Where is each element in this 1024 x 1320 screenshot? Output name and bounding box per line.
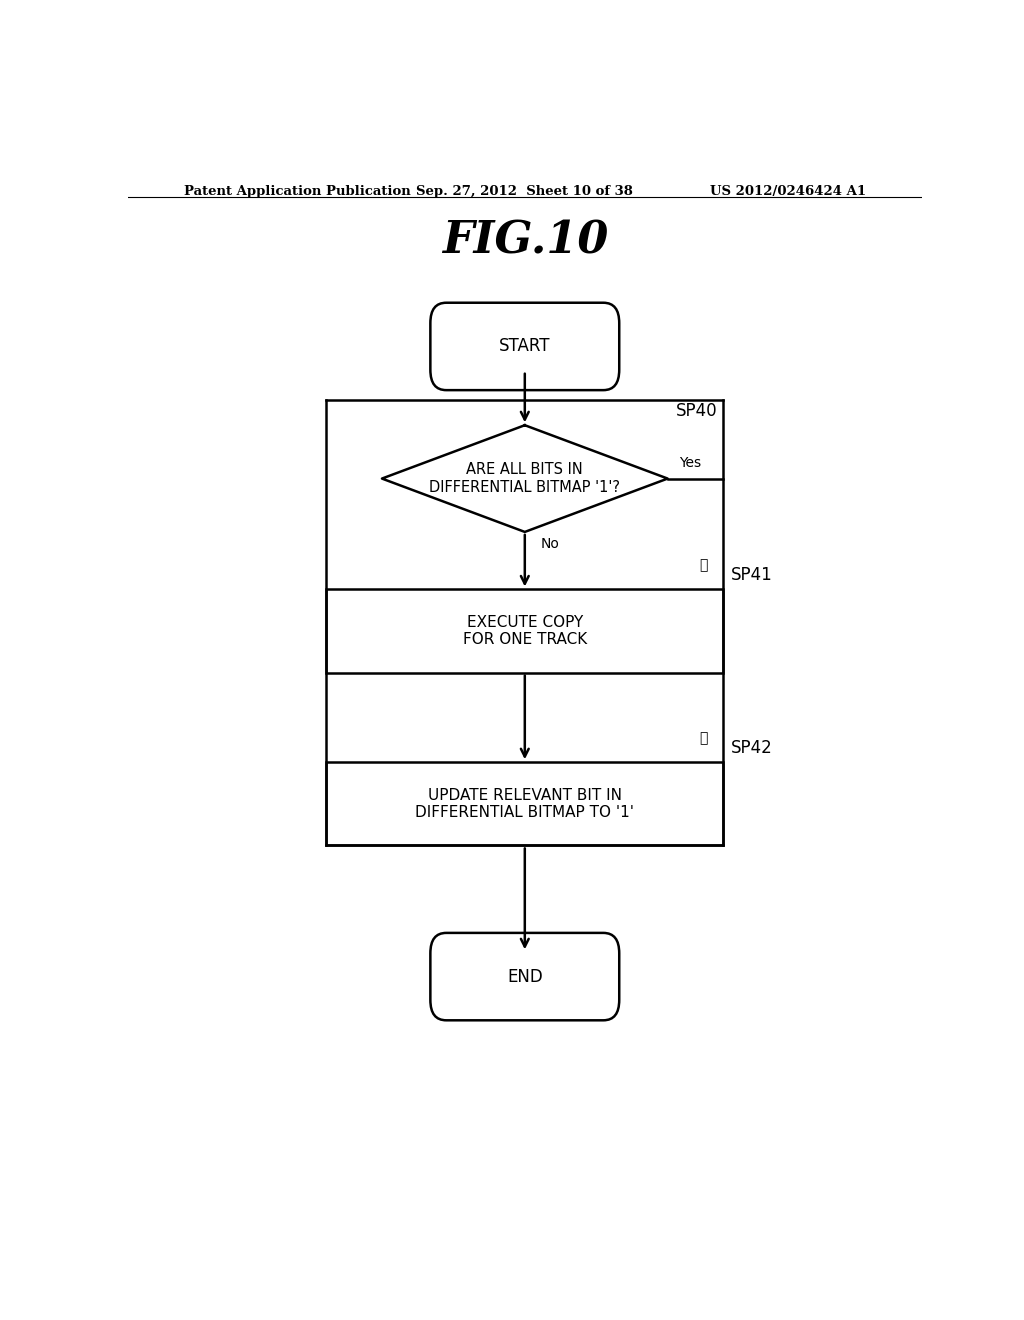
Text: SP40: SP40 [676, 403, 717, 420]
Text: EXECUTE COPY
FOR ONE TRACK: EXECUTE COPY FOR ONE TRACK [463, 615, 587, 647]
Text: Yes: Yes [680, 457, 701, 470]
FancyBboxPatch shape [430, 302, 620, 391]
Text: SP41: SP41 [731, 566, 773, 585]
Text: END: END [507, 968, 543, 986]
Text: No: No [541, 537, 559, 550]
Text: SP42: SP42 [731, 739, 773, 758]
Bar [327, 589, 723, 673]
Text: UPDATE RELEVANT BIT IN
DIFFERENTIAL BITMAP TO '1': UPDATE RELEVANT BIT IN DIFFERENTIAL BITM… [416, 788, 634, 820]
Polygon shape [382, 425, 668, 532]
Text: Patent Application Publication: Patent Application Publication [183, 185, 411, 198]
Text: ⤵: ⤵ [699, 731, 708, 744]
FancyBboxPatch shape [430, 933, 620, 1020]
Text: Sep. 27, 2012  Sheet 10 of 38: Sep. 27, 2012 Sheet 10 of 38 [417, 185, 633, 198]
Bar [327, 762, 723, 846]
Text: START: START [499, 338, 551, 355]
Text: ⤵: ⤵ [699, 558, 708, 572]
Text: ARE ALL BITS IN
DIFFERENTIAL BITMAP '1'?: ARE ALL BITS IN DIFFERENTIAL BITMAP '1'? [429, 462, 621, 495]
Text: US 2012/0246424 A1: US 2012/0246424 A1 [710, 185, 866, 198]
Text: FIG.10: FIG.10 [441, 219, 608, 263]
